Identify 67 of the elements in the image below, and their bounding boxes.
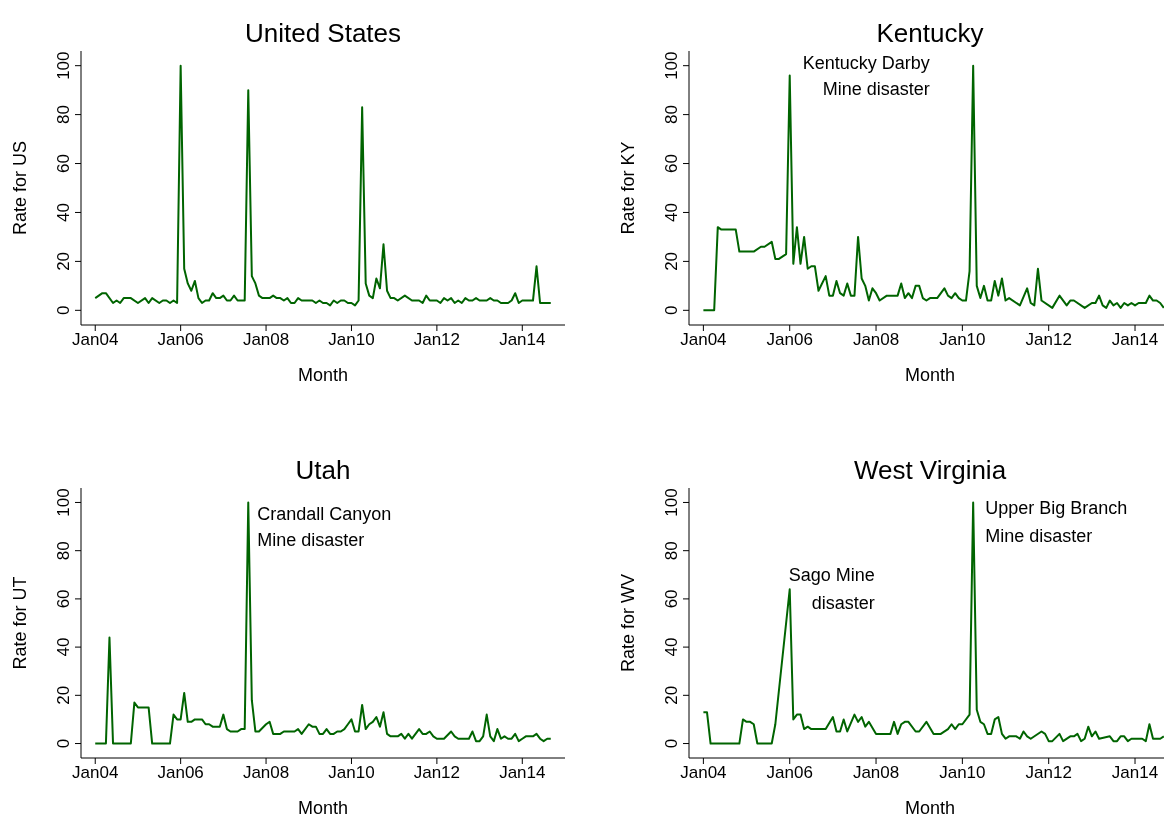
x-tick-label: Jan04 — [680, 763, 727, 783]
y-tick-label: 100 — [54, 51, 73, 80]
x-tick-label: Jan14 — [499, 330, 546, 350]
x-axis-title: Month — [297, 798, 349, 818]
y-tick-label: 20 — [54, 251, 73, 271]
x-tick-label: Jan04 — [72, 763, 119, 783]
x-tick-label: Jan06 — [766, 763, 813, 783]
line-series — [94, 64, 552, 307]
y-tick-label: 0 — [662, 305, 681, 316]
x-tick-label: Jan04 — [72, 330, 119, 350]
x-tick-label: Jan14 — [499, 763, 546, 783]
y-tick-label: 20 — [54, 685, 73, 705]
y-tick-label: 0 — [662, 738, 681, 749]
y-axis-title: Rate for US — [10, 140, 31, 236]
line-series — [702, 501, 1164, 745]
x-tick-label: Jan10 — [939, 330, 986, 350]
annotation: Crandall Canyon Mine disaster — [257, 504, 392, 551]
y-tick-label: 40 — [662, 203, 681, 222]
y-axis-title: Rate for UT — [10, 576, 31, 670]
y-axis-title: Rate for KY — [618, 141, 639, 235]
x-tick-label: Jan06 — [157, 330, 204, 350]
x-tick-label: Jan10 — [939, 763, 986, 783]
y-tick-label: 80 — [54, 105, 73, 125]
y-tick-label: 60 — [662, 589, 681, 609]
x-tick-label: Jan10 — [328, 330, 375, 350]
y-tick-label: 20 — [662, 685, 681, 705]
y-tick-label: 40 — [54, 637, 73, 657]
y-tick-label: 60 — [54, 589, 73, 609]
y-tick-label: 40 — [662, 637, 681, 657]
y-tick-label: 100 — [662, 488, 681, 517]
x-tick-label: Jan08 — [852, 330, 900, 350]
y-tick-label: 80 — [54, 541, 73, 561]
y-tick-label: 100 — [662, 51, 681, 80]
x-axis-title: Month — [297, 365, 349, 385]
chart-title: Kentucky — [876, 18, 984, 49]
chart-title: West Virginia — [853, 455, 1007, 486]
x-tick-label: Jan08 — [242, 763, 290, 783]
x-tick-label: Jan10 — [328, 763, 375, 783]
x-tick-label: Jan06 — [157, 763, 204, 783]
y-tick-label: 0 — [54, 738, 73, 749]
x-tick-label: Jan12 — [1025, 763, 1072, 783]
annotation: Kentucky Darby Mine disaster — [802, 53, 930, 100]
x-tick-label: Jan08 — [852, 763, 900, 783]
x-tick-label: Jan04 — [680, 330, 727, 350]
y-tick-label: 0 — [54, 305, 73, 316]
y-tick-label: 100 — [54, 488, 73, 517]
y-tick-label: 40 — [54, 203, 73, 222]
x-tick-label: Jan12 — [413, 763, 461, 783]
annotation: Upper Big Branch Mine disaster — [985, 498, 1128, 547]
chart-title: Utah — [295, 455, 351, 486]
y-tick-label: 60 — [54, 154, 73, 173]
x-tick-label: Jan08 — [242, 330, 290, 350]
x-tick-label: Jan12 — [413, 330, 461, 350]
x-tick-label: Jan12 — [1025, 330, 1072, 350]
y-tick-label: 80 — [662, 541, 681, 561]
x-axis-title: Month — [904, 365, 956, 385]
chart-title: United States — [244, 18, 402, 49]
y-tick-label: 20 — [662, 251, 681, 271]
x-axis-title: Month — [904, 798, 956, 818]
x-tick-label: Jan06 — [766, 330, 813, 350]
y-tick-label: 80 — [662, 105, 681, 125]
y-tick-label: 60 — [662, 154, 681, 173]
annotation: Sago Mine disaster — [788, 565, 875, 614]
x-tick-label: Jan14 — [1111, 763, 1159, 783]
x-tick-label: Jan14 — [1111, 330, 1159, 350]
line-series — [94, 501, 552, 745]
y-axis-title: Rate for WV — [618, 573, 639, 673]
